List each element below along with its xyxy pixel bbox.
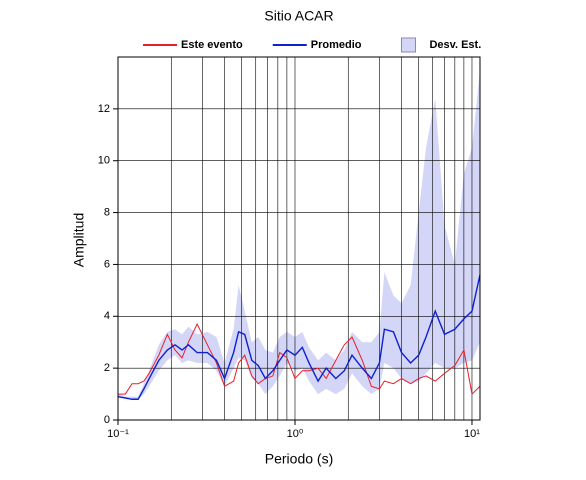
- y-tick-label: 4: [104, 310, 110, 322]
- series-line: [118, 322, 481, 396]
- legend-label: Desv. Est.: [429, 39, 481, 51]
- plot-frame: [117, 56, 481, 421]
- y-tick-label: 12: [98, 103, 110, 115]
- std-band: [118, 69, 480, 400]
- y-tick-label: 0: [104, 414, 110, 426]
- legend-label: Promedio: [311, 39, 362, 51]
- legend-swatch: [400, 37, 416, 53]
- x-axis-label: Periodo (s): [265, 451, 333, 467]
- x-tick-label: 10¹: [464, 428, 480, 440]
- y-tick-label: 2: [104, 362, 110, 374]
- y-tick-label: 10: [98, 155, 110, 167]
- chart-title: Sitio ACAR: [264, 8, 333, 24]
- x-tick-label: 10⁻¹: [107, 428, 129, 440]
- series-line: [117, 274, 481, 400]
- legend-label: Este evento: [181, 39, 243, 51]
- x-tick-label: 10⁰: [287, 428, 304, 440]
- y-tick-label: 6: [104, 258, 110, 270]
- y-axis-label: Amplitud: [71, 213, 87, 267]
- y-tick-label: 8: [104, 206, 110, 218]
